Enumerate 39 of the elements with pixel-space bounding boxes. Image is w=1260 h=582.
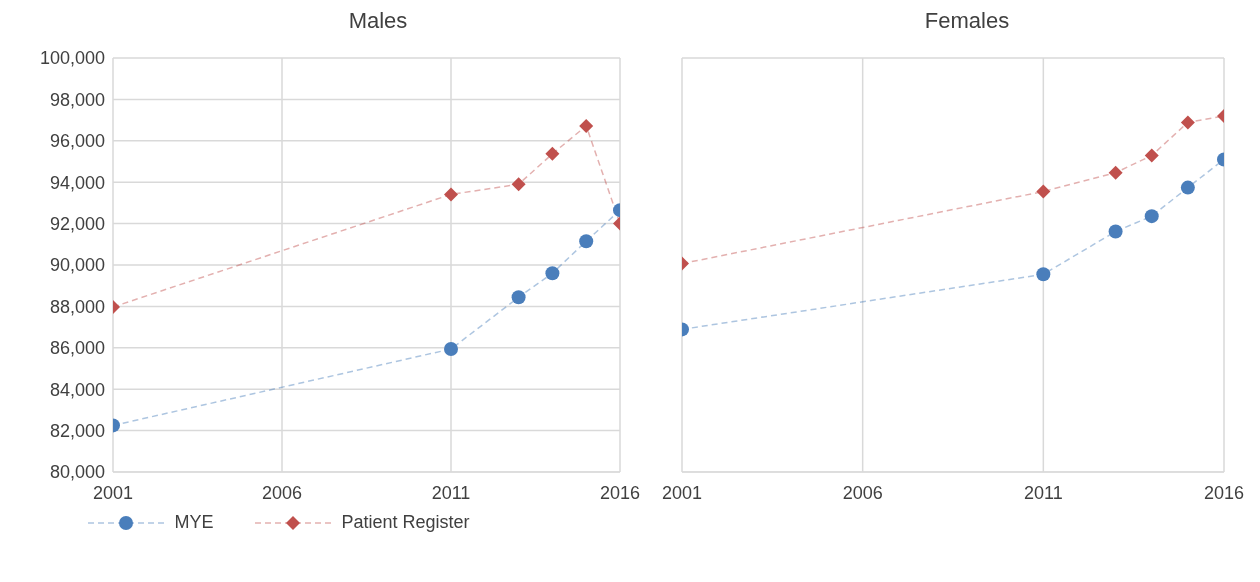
y-tick-label: 92,000 [49, 213, 105, 234]
x-tick-label: 2016 [599, 482, 641, 503]
y-tick-label: 84,000 [49, 379, 105, 400]
x-tick-label: 2001 [661, 482, 703, 503]
point [444, 187, 458, 202]
point [1144, 209, 1159, 224]
y-tick-label: 98,000 [49, 89, 105, 110]
chart-title: Males [347, 8, 409, 35]
point [1180, 180, 1195, 195]
y-tick-label: 90,000 [49, 255, 105, 276]
chart-title: Females [923, 8, 1011, 35]
point [1144, 148, 1159, 163]
point [579, 234, 594, 249]
point [444, 342, 458, 357]
point [511, 177, 526, 192]
point [545, 146, 560, 161]
x-tick-label: 2001 [92, 482, 134, 503]
point [579, 118, 594, 133]
x-tick-label: 2011 [431, 482, 471, 503]
legend-label: Patient Register [341, 512, 470, 533]
x-tick-label: 2011 [1023, 482, 1063, 503]
point [1036, 184, 1051, 199]
x-tick-label: 2006 [261, 482, 303, 503]
point [1036, 267, 1051, 282]
x-tick-label: 2006 [842, 482, 883, 503]
legend-label: MYE [174, 512, 214, 533]
point [545, 266, 560, 281]
y-tick-label: 86,000 [49, 338, 105, 359]
x-tick-label: 2016 [1203, 482, 1245, 503]
y-tick-label: 94,000 [49, 172, 105, 193]
point [1180, 115, 1195, 130]
point [1108, 165, 1123, 180]
point [511, 290, 526, 305]
y-tick-label: 88,000 [49, 296, 105, 317]
point [1108, 224, 1123, 239]
y-tick-label: 80,000 [49, 462, 105, 483]
y-tick-label: 82,000 [49, 420, 105, 441]
y-tick-label: 100,000 [39, 48, 105, 69]
y-tick-label: 96,000 [49, 131, 105, 152]
